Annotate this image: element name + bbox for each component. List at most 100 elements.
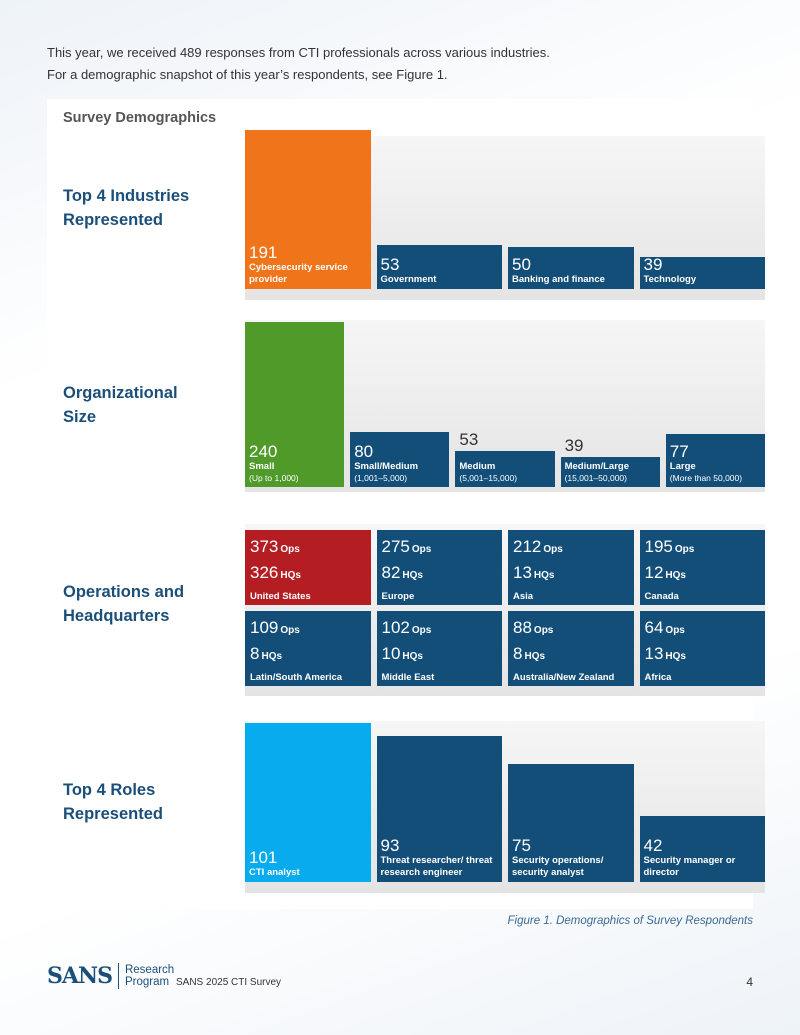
org_size-bar-value: 39 xyxy=(564,436,584,455)
org_size-bar: 77 Large (More than 50,000) xyxy=(665,434,765,487)
roles-bar: 101 CTI analyst xyxy=(245,723,371,882)
industries-bar: 39 Technology xyxy=(639,256,765,289)
operations-cell: 373 Ops 326 HQs United States xyxy=(245,530,371,605)
region-label: Europe xyxy=(381,591,415,602)
org_size-bar-label: Medium/Large xyxy=(564,461,629,472)
roles-bar-value: 93 xyxy=(380,835,400,855)
page-number: 4 xyxy=(746,975,753,989)
industries-bar-value: 191 xyxy=(249,243,278,262)
ops-unit: Ops xyxy=(533,625,554,636)
org_size-bar-value: 240 xyxy=(249,442,278,461)
industries-bar: 53 Government xyxy=(376,244,502,289)
roles-bar-label: Security operations/ security analyst xyxy=(512,854,604,878)
roles-chart: 101 CTI analyst 93 Threat researcher/ threa… xyxy=(245,721,765,893)
hq-row: 13 HQs xyxy=(513,561,634,587)
hq-row: 8 HQs xyxy=(513,642,634,668)
hq-count: 12 xyxy=(644,563,664,582)
logo-divider xyxy=(117,963,119,989)
industries-heading: Top 4 Industries Represented xyxy=(63,187,190,229)
hq-count: 13 xyxy=(513,563,532,582)
region-label: Africa xyxy=(644,672,672,683)
ops-unit: Ops xyxy=(411,544,432,555)
ops-count: 64 xyxy=(644,618,664,637)
logo-subtitle: Research Program xyxy=(124,964,175,988)
industries-bar-label: Government xyxy=(380,273,437,285)
hq-unit: HQs xyxy=(280,570,301,581)
hq-count: 10 xyxy=(381,644,401,663)
roles-bar-value: 75 xyxy=(512,835,531,855)
org_size-bar-value: 53 xyxy=(459,429,479,449)
ops-count: 109 xyxy=(250,618,279,637)
org_size-bar: Medium (5,001–15,000) xyxy=(455,450,555,487)
industries-bar-value: 53 xyxy=(380,254,400,274)
operations-heading: Operations and Headquarters xyxy=(63,583,185,625)
ops-count: 275 xyxy=(381,537,410,556)
roles-heading: Top 4 Roles Represented xyxy=(63,781,163,823)
industries-bar: 50 Banking and finance xyxy=(508,247,634,289)
operations-cell: 64 Ops 13 HQs Africa xyxy=(639,611,766,686)
org_size-bar-label: Medium xyxy=(459,461,496,472)
hq-row: 8 HQs xyxy=(250,642,371,668)
ops-row: 88 Ops xyxy=(513,616,634,642)
intro-line-1: This year, we received 489 responses fro… xyxy=(47,45,550,60)
hq-unit: HQs xyxy=(402,570,423,581)
hq-row: 10 HQs xyxy=(382,642,503,668)
industries-bar-value: 50 xyxy=(512,254,531,274)
org-size-chart: 240 Small (Up to 1,000) 80 Small/Medium (1,00… xyxy=(245,320,765,492)
region-label: Asia xyxy=(513,591,534,602)
sans-logo-word: SANS xyxy=(47,963,113,989)
operations-cell: 195 Ops 12 HQs Canada xyxy=(639,530,765,605)
roles-bar-value: 101 xyxy=(249,848,278,867)
hq-unit: HQs xyxy=(533,570,555,581)
ops-count: 88 xyxy=(513,618,532,637)
operations-cell: 212 Ops 13 HQs Asia xyxy=(508,530,634,605)
org_size-bar: 80 Small/Medium (1,001–5,000) xyxy=(350,432,450,487)
hq-row: 326 HQs xyxy=(250,561,371,587)
org_size-bar-sublabel: (More than 50,000) xyxy=(669,473,743,483)
operations-cell: 275 Ops 82 HQs Europe xyxy=(376,530,503,605)
hq-count: 13 xyxy=(644,644,664,663)
hq-unit: HQs xyxy=(402,651,423,662)
intro-text: This year, we received 489 responses fro… xyxy=(47,42,747,86)
org_size-bar-sublabel: (1,001–5,000) xyxy=(354,473,408,483)
ops-row: 64 Ops xyxy=(645,616,766,642)
org_size-bar-value: 77 xyxy=(669,442,689,461)
hq-unit: HQs xyxy=(261,651,283,662)
ops-count: 102 xyxy=(381,618,410,637)
region-label: Latin/South America xyxy=(250,672,343,683)
ops-unit: Ops xyxy=(280,544,300,555)
ops-unit: Ops xyxy=(280,625,300,636)
panel-title: Survey Demographics xyxy=(63,110,217,126)
industries-bar: 191 Cybersecurity service provider xyxy=(245,130,371,289)
hq-unit: HQs xyxy=(665,651,686,662)
org_size-bar-label: Small xyxy=(249,461,275,472)
footer-survey-name: SANS 2025 CTI Survey xyxy=(176,977,282,988)
ops-unit: Ops xyxy=(411,625,432,636)
org_size-bar-sublabel: (15,001–50,000) xyxy=(564,473,627,483)
org_size-bar-sublabel: (Up to 1,000) xyxy=(249,473,299,483)
roles-bar-label: Threat researcher/ threat research engin… xyxy=(380,854,493,878)
roles-bar-label: CTI analyst xyxy=(249,867,300,878)
region-label: Middle East xyxy=(381,672,435,683)
org_size-bar: Medium/Large (15,001–50,000) xyxy=(560,457,660,487)
hq-count: 326 xyxy=(250,563,279,582)
operations-cell: 109 Ops 8 HQs Latin/South America xyxy=(245,611,371,686)
hq-unit: HQs xyxy=(665,570,686,581)
org-size-heading: Organizational Size xyxy=(63,384,178,426)
survey-demographics-panel: Survey Demographics Top 4 Industries Rep… xyxy=(47,99,765,909)
industries-bar-label: Cybersecurity service provider xyxy=(249,262,348,285)
ops-row: 275 Ops xyxy=(382,535,503,561)
roles-bar: 42 Security manager or director xyxy=(639,815,765,882)
hq-count: 8 xyxy=(513,644,523,663)
ops-unit: Ops xyxy=(674,544,695,555)
intro-line-2: For a demographic snapshot of this year’… xyxy=(47,67,448,82)
ops-row: 109 Ops xyxy=(250,616,371,642)
industries-bar-value: 39 xyxy=(643,256,663,274)
ops-count: 373 xyxy=(250,537,279,556)
org_size-bar: 240 Small (Up to 1,000) xyxy=(245,322,345,487)
hq-count: 82 xyxy=(381,563,401,582)
roles-bar-label: Security manager or director xyxy=(643,854,736,878)
roles-bar: 93 Threat researcher/ threat research eng… xyxy=(376,735,502,882)
hq-row: 13 HQs xyxy=(645,642,766,668)
roles-bar-value: 42 xyxy=(643,835,663,855)
